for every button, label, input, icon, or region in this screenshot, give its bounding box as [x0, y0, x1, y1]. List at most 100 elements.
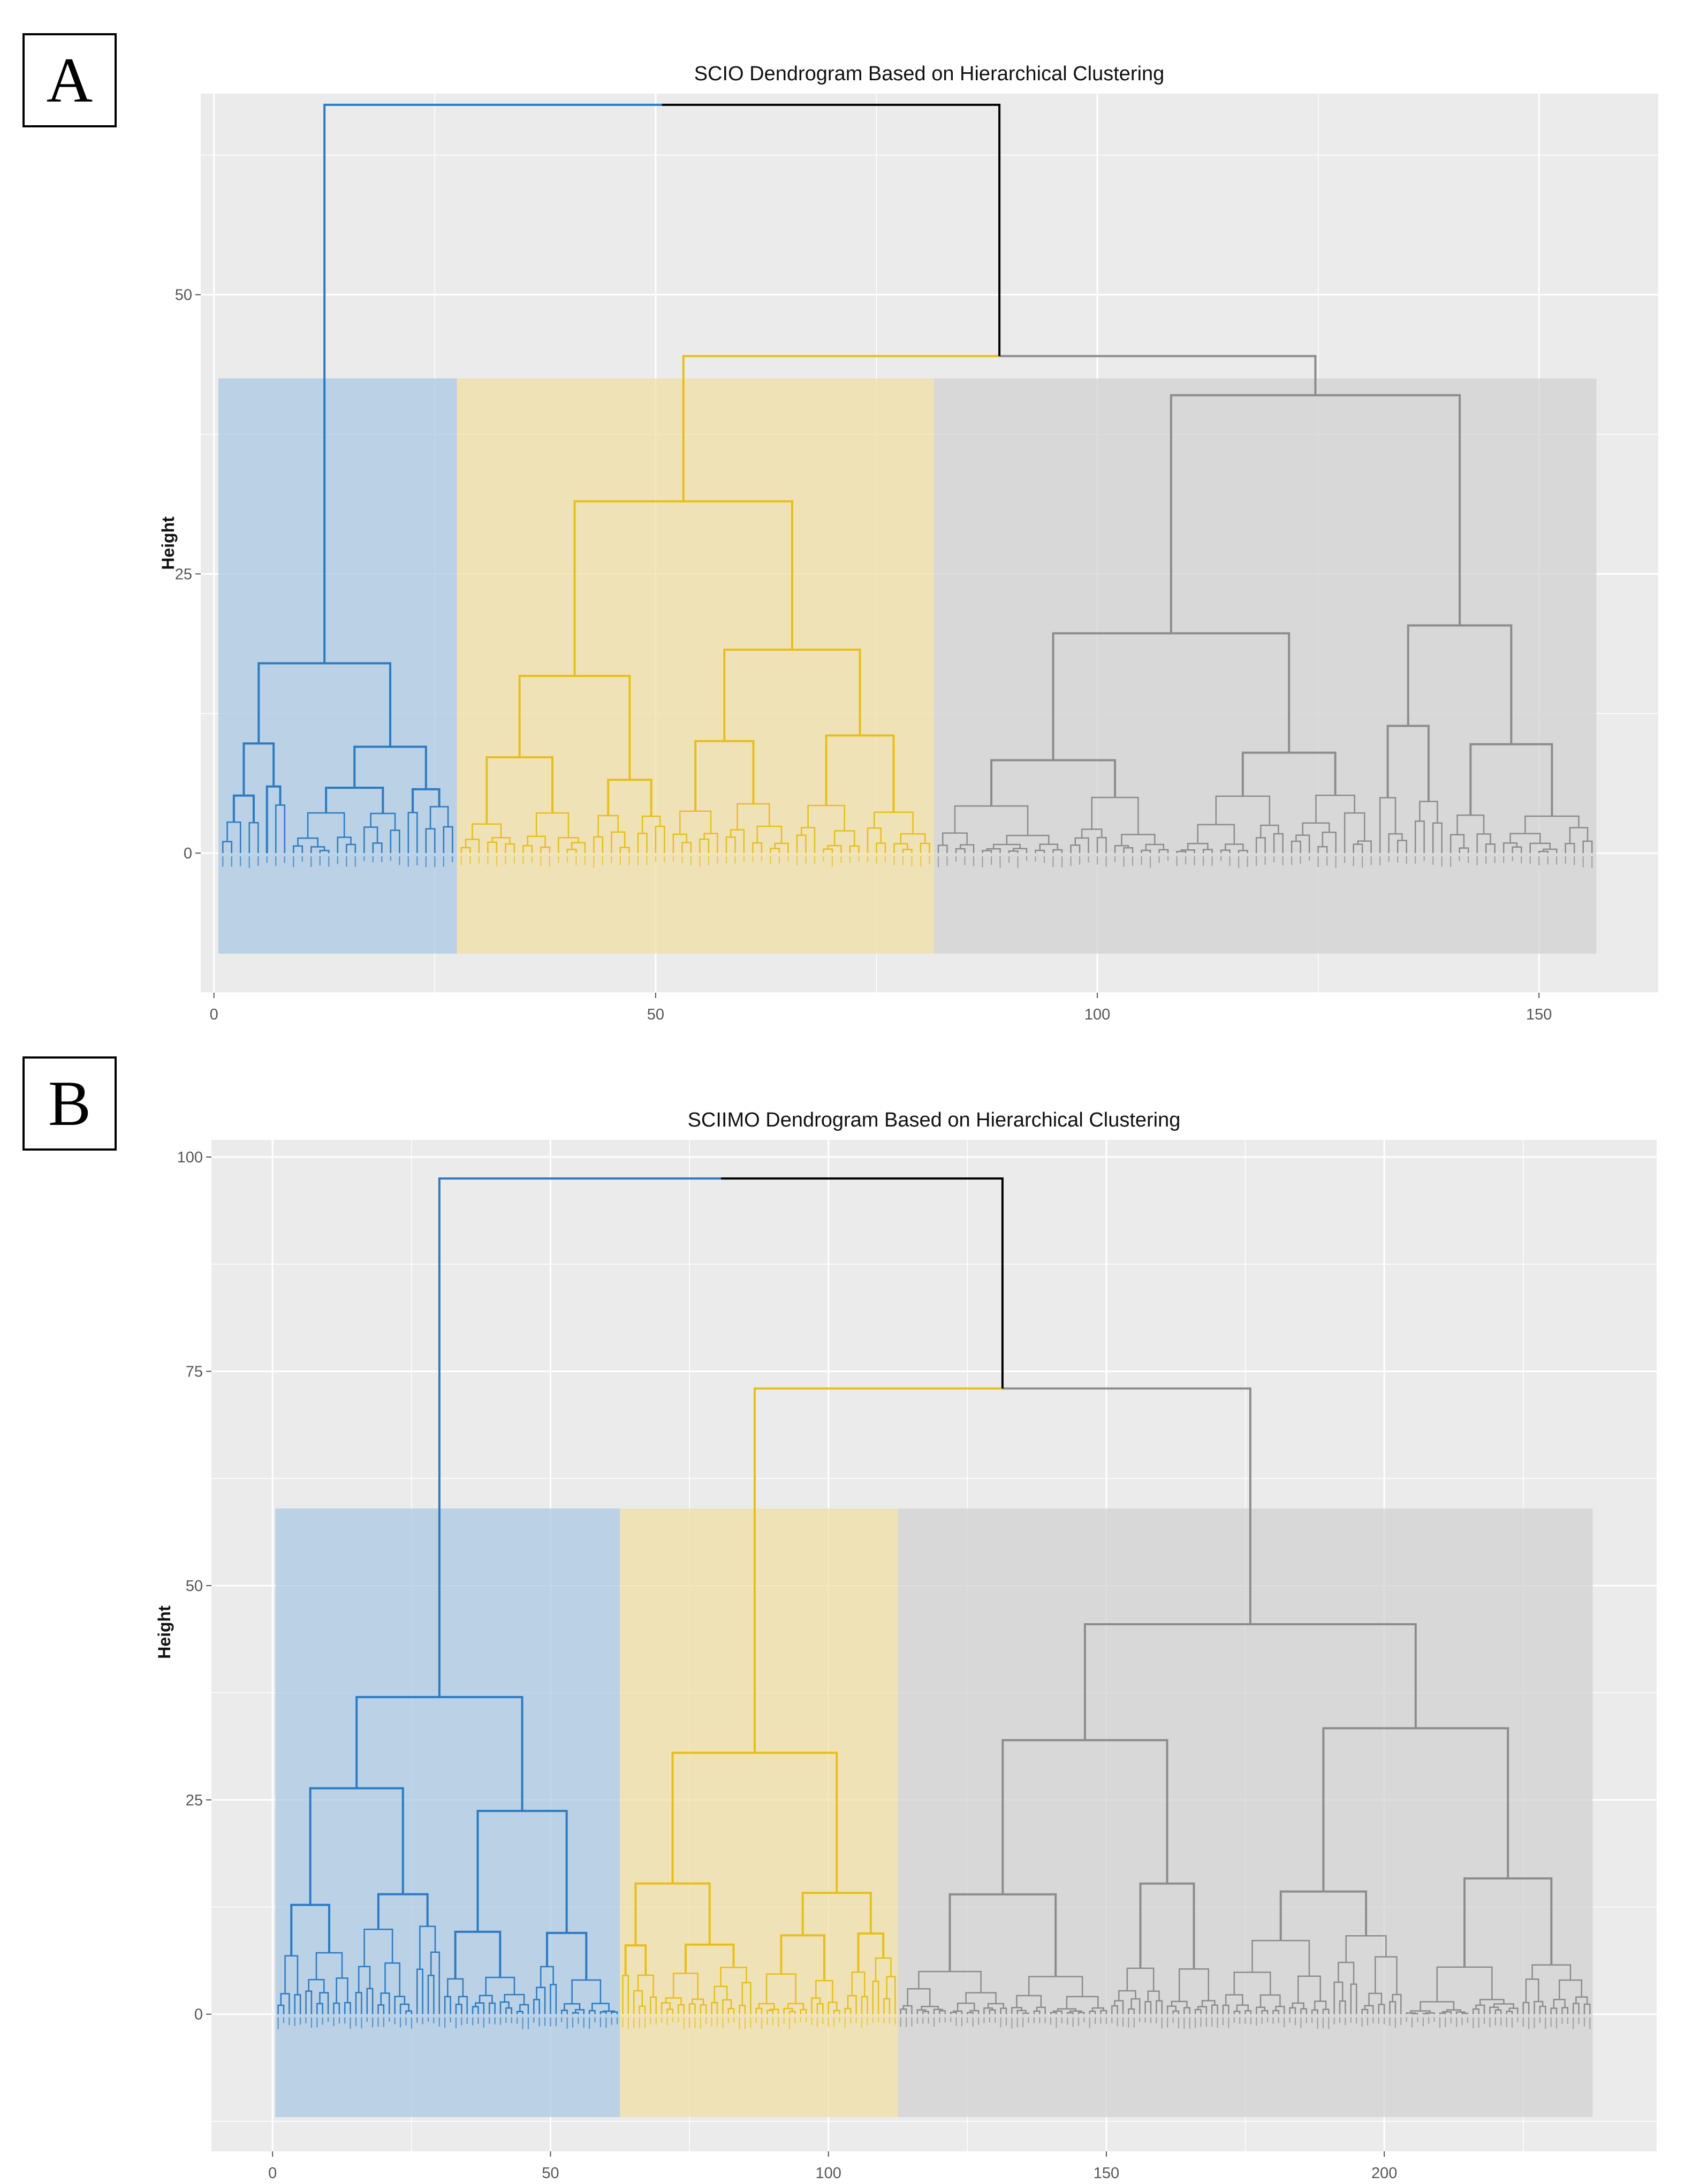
dendrogram-link — [666, 2008, 674, 2014]
dendrogram-link — [1475, 2004, 1485, 2014]
x-tick-label: 50 — [647, 1006, 664, 1023]
dendrogram-link — [232, 794, 255, 823]
dendrogram-link — [591, 2003, 610, 2011]
x-tick-label: 200 — [1371, 2165, 1397, 2182]
dendrogram-link — [222, 841, 233, 854]
dendrogram-link — [522, 845, 533, 854]
dendrogram-link — [346, 843, 356, 854]
dendrogram-link — [828, 2002, 838, 2014]
dendrogram-link — [844, 2007, 852, 2014]
dendrogram-link — [950, 2011, 957, 2014]
dendrogram-link — [753, 1387, 1003, 1753]
dendrogram-link — [650, 1996, 657, 2014]
dendrogram-link — [942, 832, 968, 846]
dendrogram-link — [1311, 2009, 1318, 2014]
y-axis-label: Height — [155, 1605, 174, 1659]
dendrogram-link — [983, 2007, 993, 2014]
dendrogram-link — [682, 355, 1000, 501]
dendrogram-link — [1420, 2001, 1455, 2011]
dendrogram-link — [986, 848, 1001, 854]
dendrogram-link — [641, 815, 661, 834]
dendrogram-link — [429, 806, 449, 829]
dendrogram-link — [861, 1996, 868, 2014]
dendrogram-link — [703, 833, 718, 854]
dendrogram-link — [1126, 1967, 1155, 1991]
dendrogram-link — [1083, 1623, 1417, 1740]
dendrogram-link — [1561, 2007, 1569, 2014]
dendrogram-link — [1407, 624, 1513, 744]
dendrogram-link — [1272, 2010, 1280, 2014]
dendrogram-link — [921, 2006, 939, 2010]
dendrogram-link — [1582, 840, 1593, 854]
dendrogram-link — [336, 1977, 348, 2004]
dendrogram-link — [622, 1975, 629, 2014]
dendrogram-link — [1260, 824, 1279, 838]
dendrogram-link — [1259, 1994, 1281, 2007]
y-tick-label: 100 — [177, 1149, 203, 1166]
y-tick-label: 50 — [186, 1578, 203, 1595]
dendrogram-link — [1069, 2010, 1082, 2013]
dendrogram-link — [1236, 2004, 1249, 2012]
dendrogram-link — [1070, 844, 1081, 854]
dendrogram-link — [505, 2007, 513, 2014]
dendrogram-link — [954, 805, 1029, 836]
dendrogram-link — [337, 836, 352, 854]
dendrogram-link — [662, 103, 1001, 356]
chart-title: SCIIMO Dendrogram Based on Hierarchical … — [688, 1109, 1181, 1131]
dendrogram-link — [851, 1971, 866, 1997]
dendrogram-link — [780, 1934, 825, 1981]
x-tick-label: 50 — [542, 2165, 559, 2182]
dendrogram-link — [999, 355, 1317, 395]
dendrogram-link — [1361, 2008, 1369, 2014]
dendrogram-link — [816, 2003, 824, 2014]
dendrogram-link — [316, 2003, 323, 2014]
dendrogram-link — [902, 849, 913, 854]
x-tick-label: 100 — [815, 2165, 841, 2182]
dendrogram-link — [294, 1994, 301, 2014]
dendrogram-link — [1130, 1998, 1141, 2014]
dendrogram-link — [825, 734, 895, 812]
dendrogram-link — [1333, 1981, 1344, 2014]
leaf-labels — [277, 2017, 1591, 2029]
dendrogram-link — [540, 1966, 554, 1988]
dendrogram-link — [1197, 824, 1235, 844]
dendrogram-link — [965, 1992, 997, 2004]
dendrogram-link — [1178, 1968, 1209, 2002]
dendrogram-link — [499, 2001, 510, 2014]
dendrogram-link — [1364, 2005, 1374, 2014]
dendrogram-link — [1550, 2007, 1558, 2014]
dendrogram-link — [907, 1988, 931, 2007]
dendrogram-link — [1410, 2010, 1431, 2013]
dendrogram-link — [416, 1968, 423, 2014]
dendrogram-link — [1473, 2008, 1479, 2014]
dendrogram-link — [1220, 849, 1231, 854]
dendrogram-link — [438, 1177, 721, 1698]
dendrogram-link — [1295, 834, 1310, 854]
dendrogram-link — [1388, 833, 1403, 854]
dendrogram-link — [558, 837, 579, 854]
y-tick-label: 0 — [194, 2006, 203, 2023]
dendrogram-link — [684, 1943, 735, 1974]
dendrogram-link — [1039, 843, 1059, 851]
dendrogram-link — [989, 2009, 996, 2014]
y-tick-label: 25 — [175, 566, 192, 583]
dendrogram-link — [939, 2010, 946, 2014]
dendrogram-link — [257, 662, 392, 747]
dendrogram-link — [1531, 1964, 1572, 1981]
dendrogram-link — [425, 828, 436, 854]
x-tick-label: 0 — [268, 2165, 277, 2182]
dendrogram-link — [372, 842, 383, 854]
dendrogram-link — [275, 804, 286, 854]
dendrogram-link — [454, 1930, 502, 1979]
dendrogram-link — [867, 827, 882, 854]
panel-label-b: B — [22, 1056, 117, 1151]
scio-dendrogram: 0 50 100 150 0 25 50 SCIO Dendrogram Based on … — [158, 63, 1658, 1023]
y-tick-label: 0 — [184, 845, 192, 862]
dendrogram-link — [1392, 1993, 1402, 2014]
cluster-rect-2 — [457, 378, 934, 954]
x-tick-label: 0 — [210, 1006, 218, 1023]
dendrogram-link — [1543, 848, 1558, 854]
dendrogram-link — [796, 834, 807, 854]
x-tick-label: 150 — [1094, 2165, 1119, 2182]
panel-label-a: A — [22, 33, 117, 127]
